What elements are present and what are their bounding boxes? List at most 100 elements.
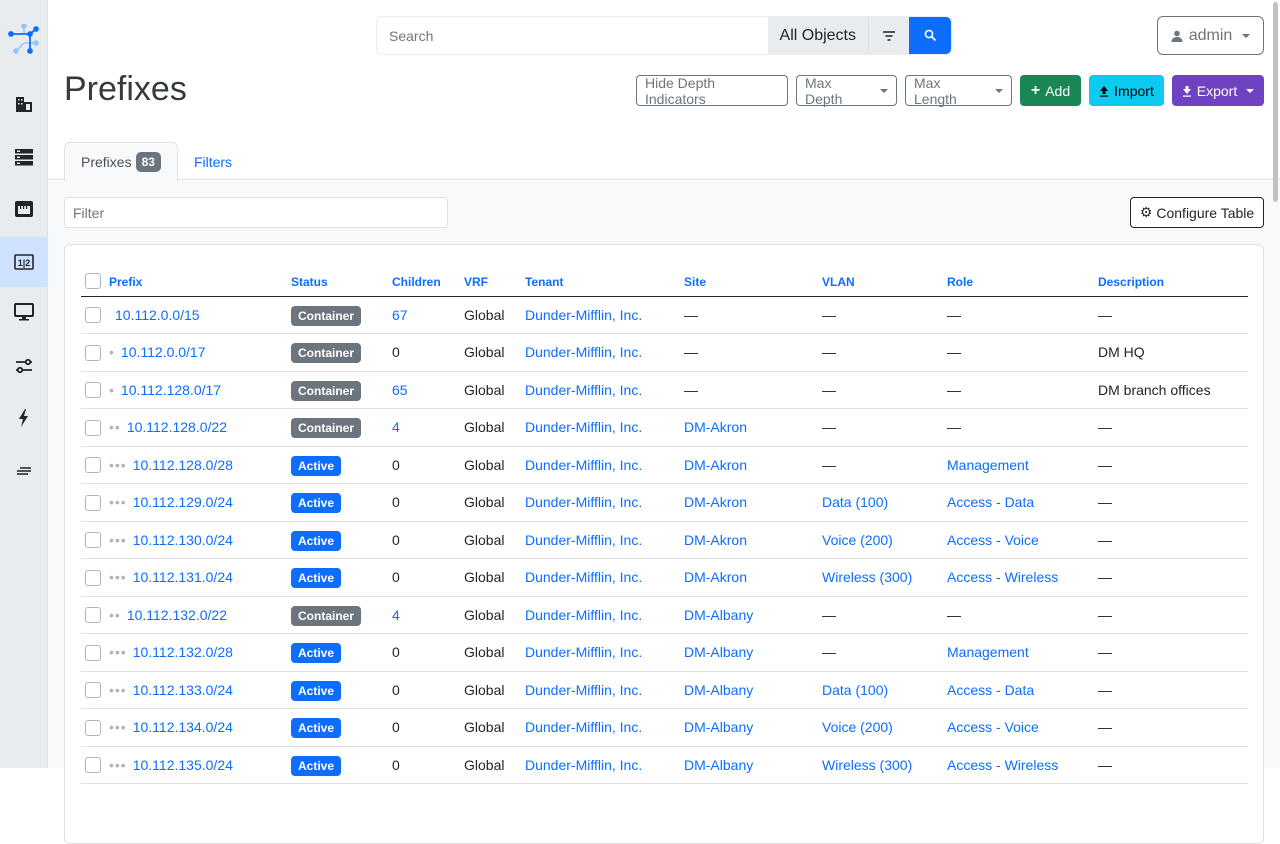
- sidebar-item-other[interactable]: [0, 446, 47, 496]
- sidebar-item-ipam[interactable]: 1|2: [0, 237, 47, 287]
- tab-filters[interactable]: Filters: [178, 142, 248, 181]
- site-link[interactable]: DM-Albany: [684, 644, 754, 661]
- vlan-link[interactable]: Voice (200): [822, 719, 893, 736]
- hide-depth-indicators-button[interactable]: Hide Depth Indicators: [636, 75, 788, 107]
- prefix-link[interactable]: 10.112.128.0/17: [120, 381, 222, 398]
- site-link[interactable]: DM-Akron: [684, 456, 748, 473]
- vlan-link[interactable]: Data (100): [822, 494, 889, 511]
- role-link[interactable]: Management: [947, 644, 1029, 661]
- prefix-link[interactable]: 10.112.135.0/24: [132, 756, 233, 773]
- sidebar-item-organization[interactable]: [0, 79, 47, 129]
- sidebar-item-virtualization[interactable]: [0, 287, 47, 337]
- row-checkbox[interactable]: [85, 532, 101, 549]
- site-link[interactable]: DM-Akron: [684, 494, 748, 511]
- tenant-link[interactable]: Dunder-Mifflin, Inc.: [525, 419, 643, 436]
- column-header-tenant[interactable]: Tenant: [525, 265, 684, 297]
- column-header-site[interactable]: Site: [684, 265, 822, 297]
- row-checkbox[interactable]: [85, 307, 101, 324]
- site-link[interactable]: DM-Albany: [684, 606, 754, 623]
- column-header-prefix[interactable]: Prefix: [109, 265, 291, 297]
- user-menu-button[interactable]: admin: [1157, 16, 1264, 55]
- prefix-link[interactable]: 10.112.133.0/24: [132, 681, 233, 698]
- row-checkbox[interactable]: [85, 494, 101, 511]
- search-scope-dropdown[interactable]: All Objects: [767, 17, 869, 54]
- tenant-link[interactable]: Dunder-Mifflin, Inc.: [525, 306, 643, 323]
- site-link[interactable]: DM-Akron: [684, 419, 748, 436]
- role-link[interactable]: Access - Voice: [947, 719, 1039, 736]
- prefix-link[interactable]: 10.112.132.0/22: [126, 606, 227, 623]
- search-input[interactable]: [377, 17, 768, 54]
- column-header-description[interactable]: Description: [1098, 265, 1248, 297]
- row-checkbox[interactable]: [85, 757, 101, 774]
- tenant-link[interactable]: Dunder-Mifflin, Inc.: [525, 719, 643, 736]
- vlan-link[interactable]: Data (100): [822, 681, 889, 698]
- column-header-role[interactable]: Role: [947, 265, 1098, 297]
- row-checkbox[interactable]: [85, 382, 101, 399]
- site-link[interactable]: DM-Akron: [684, 531, 748, 548]
- site-link[interactable]: DM-Albany: [684, 719, 754, 736]
- tenant-link[interactable]: Dunder-Mifflin, Inc.: [525, 681, 643, 698]
- prefix-link[interactable]: 10.112.0.0/15: [115, 306, 200, 323]
- tenant-link[interactable]: Dunder-Mifflin, Inc.: [525, 531, 643, 548]
- role-link[interactable]: Access - Wireless: [947, 756, 1059, 773]
- children-link[interactable]: 4: [392, 606, 400, 623]
- scrollbar[interactable]: [1273, 2, 1278, 202]
- prefix-link[interactable]: 10.112.131.0/24: [132, 569, 233, 586]
- configure-table-button[interactable]: ⚙ Configure Table: [1130, 197, 1264, 228]
- sidebar-item-connections[interactable]: [0, 184, 47, 234]
- tenant-link[interactable]: Dunder-Mifflin, Inc.: [525, 494, 643, 511]
- search-filter-button[interactable]: [869, 17, 909, 54]
- tenant-link[interactable]: Dunder-Mifflin, Inc.: [525, 756, 643, 773]
- site-link[interactable]: DM-Albany: [684, 756, 754, 773]
- prefix-link[interactable]: 10.112.128.0/28: [132, 456, 233, 473]
- row-checkbox[interactable]: [85, 419, 101, 436]
- vlan-link[interactable]: Voice (200): [822, 531, 893, 548]
- role-link[interactable]: Access - Wireless: [947, 569, 1059, 586]
- tenant-link[interactable]: Dunder-Mifflin, Inc.: [525, 381, 643, 398]
- netbox-logo-icon[interactable]: [8, 24, 40, 56]
- import-button[interactable]: Import: [1089, 75, 1164, 106]
- sidebar-item-circuits[interactable]: [0, 341, 47, 391]
- export-dropdown[interactable]: Export: [1172, 75, 1264, 106]
- children-link[interactable]: 4: [392, 419, 400, 436]
- max-length-dropdown[interactable]: Max Length: [905, 75, 1012, 107]
- column-header-vrf[interactable]: VRF: [464, 265, 525, 297]
- tenant-link[interactable]: Dunder-Mifflin, Inc.: [525, 456, 643, 473]
- column-header-children[interactable]: Children: [392, 265, 464, 297]
- column-header-status[interactable]: Status: [291, 265, 392, 297]
- row-checkbox[interactable]: [85, 719, 101, 736]
- add-button[interactable]: + Add: [1020, 75, 1081, 106]
- sidebar-item-devices[interactable]: [0, 132, 47, 182]
- row-checkbox[interactable]: [85, 644, 101, 661]
- prefix-link[interactable]: 10.112.130.0/24: [132, 531, 233, 548]
- site-link[interactable]: DM-Albany: [684, 681, 754, 698]
- table-filter-input[interactable]: [64, 197, 448, 228]
- prefix-link[interactable]: 10.112.132.0/28: [132, 644, 233, 661]
- tenant-link[interactable]: Dunder-Mifflin, Inc.: [525, 569, 643, 586]
- role-link[interactable]: Management: [947, 456, 1029, 473]
- tab-prefixes[interactable]: Prefixes 83: [64, 142, 178, 181]
- row-checkbox[interactable]: [85, 682, 101, 699]
- row-checkbox[interactable]: [85, 457, 101, 474]
- prefix-link[interactable]: 10.112.129.0/24: [132, 494, 233, 511]
- site-link[interactable]: DM-Akron: [684, 569, 748, 586]
- children-link[interactable]: 65: [392, 381, 408, 398]
- tenant-link[interactable]: Dunder-Mifflin, Inc.: [525, 344, 643, 361]
- role-link[interactable]: Access - Voice: [947, 531, 1039, 548]
- tenant-link[interactable]: Dunder-Mifflin, Inc.: [525, 644, 643, 661]
- vlan-link[interactable]: Wireless (300): [822, 569, 913, 586]
- row-checkbox[interactable]: [85, 344, 101, 361]
- select-all-checkbox[interactable]: [85, 272, 101, 289]
- column-header-vlan[interactable]: VLAN: [822, 265, 947, 297]
- prefix-link[interactable]: 10.112.0.0/17: [120, 344, 206, 361]
- row-checkbox[interactable]: [85, 569, 101, 586]
- row-checkbox[interactable]: [85, 607, 101, 624]
- tenant-link[interactable]: Dunder-Mifflin, Inc.: [525, 606, 643, 623]
- children-link[interactable]: 67: [392, 306, 408, 323]
- role-link[interactable]: Access - Data: [947, 494, 1035, 511]
- sidebar-item-power[interactable]: [0, 393, 47, 443]
- max-depth-dropdown[interactable]: Max Depth: [796, 75, 897, 107]
- search-button[interactable]: [909, 17, 951, 54]
- role-link[interactable]: Access - Data: [947, 681, 1035, 698]
- prefix-link[interactable]: 10.112.134.0/24: [132, 719, 233, 736]
